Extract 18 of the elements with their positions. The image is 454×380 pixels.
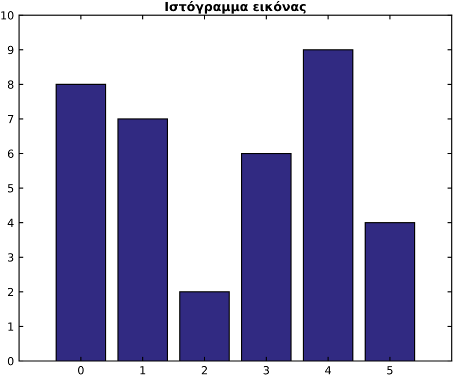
y-tick-label: 7 <box>8 115 14 124</box>
y-tick-label: 9 <box>8 46 14 54</box>
x-tick-label: 2 <box>202 366 207 374</box>
y-tick-label: 0 <box>8 356 14 366</box>
y-tick-label: 4 <box>8 218 14 227</box>
x-tick-label: 1 <box>140 366 146 374</box>
y-tick-label: 2 <box>8 288 14 296</box>
x-tick-label: 4 <box>325 366 332 374</box>
x-tick-label: 3 <box>264 366 269 374</box>
chart-title: Ιστόγραμμα εικόνας <box>165 1 306 14</box>
y-tick-label: 6 <box>8 149 14 158</box>
x-tick-label: 0 <box>78 366 84 374</box>
y-tick-label: 5 <box>8 184 14 192</box>
y-tick-label: 10 <box>1 11 14 20</box>
x-tick-label: 5 <box>387 366 392 374</box>
y-tick-label: 8 <box>8 80 14 89</box>
y-tick-label: 3 <box>8 253 14 262</box>
y-tick-label: 1 <box>8 322 14 331</box>
